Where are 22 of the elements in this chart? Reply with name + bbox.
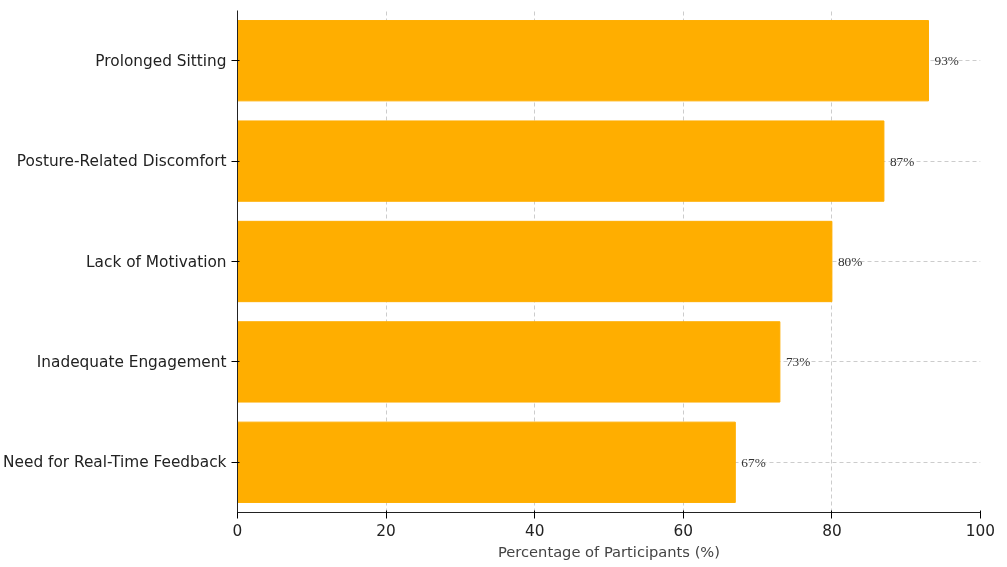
x-tick-label: 60 xyxy=(673,521,694,540)
y-tick-label: Need for Real-Time Feedback xyxy=(3,453,227,472)
y-tick-label: Prolonged Sitting xyxy=(95,51,227,70)
x-tick-label: 80 xyxy=(822,521,842,540)
bar xyxy=(237,421,736,503)
bar xyxy=(237,220,833,303)
data-label: 80% xyxy=(837,254,863,269)
y-tick-label: Inadequate Engagement xyxy=(36,352,227,371)
data-label: 67% xyxy=(741,454,766,470)
x-tick-label: 40 xyxy=(524,521,545,540)
bar xyxy=(237,321,781,403)
y-tick-label: Posture-Related Discomfort xyxy=(16,152,227,171)
x-tick-label: 20 xyxy=(376,521,396,540)
y-tick-label: Lack of Motivation xyxy=(86,252,227,271)
data-label: 73% xyxy=(785,354,811,370)
x-axis-title: Percentage of Participants (%) xyxy=(498,542,721,560)
bar xyxy=(237,120,885,202)
data-label: 87% xyxy=(889,153,915,169)
x-tick-label: 100 xyxy=(965,521,996,540)
x-tick-label: 0 xyxy=(232,521,243,540)
data-label: 93% xyxy=(934,53,959,69)
bar xyxy=(237,20,929,102)
